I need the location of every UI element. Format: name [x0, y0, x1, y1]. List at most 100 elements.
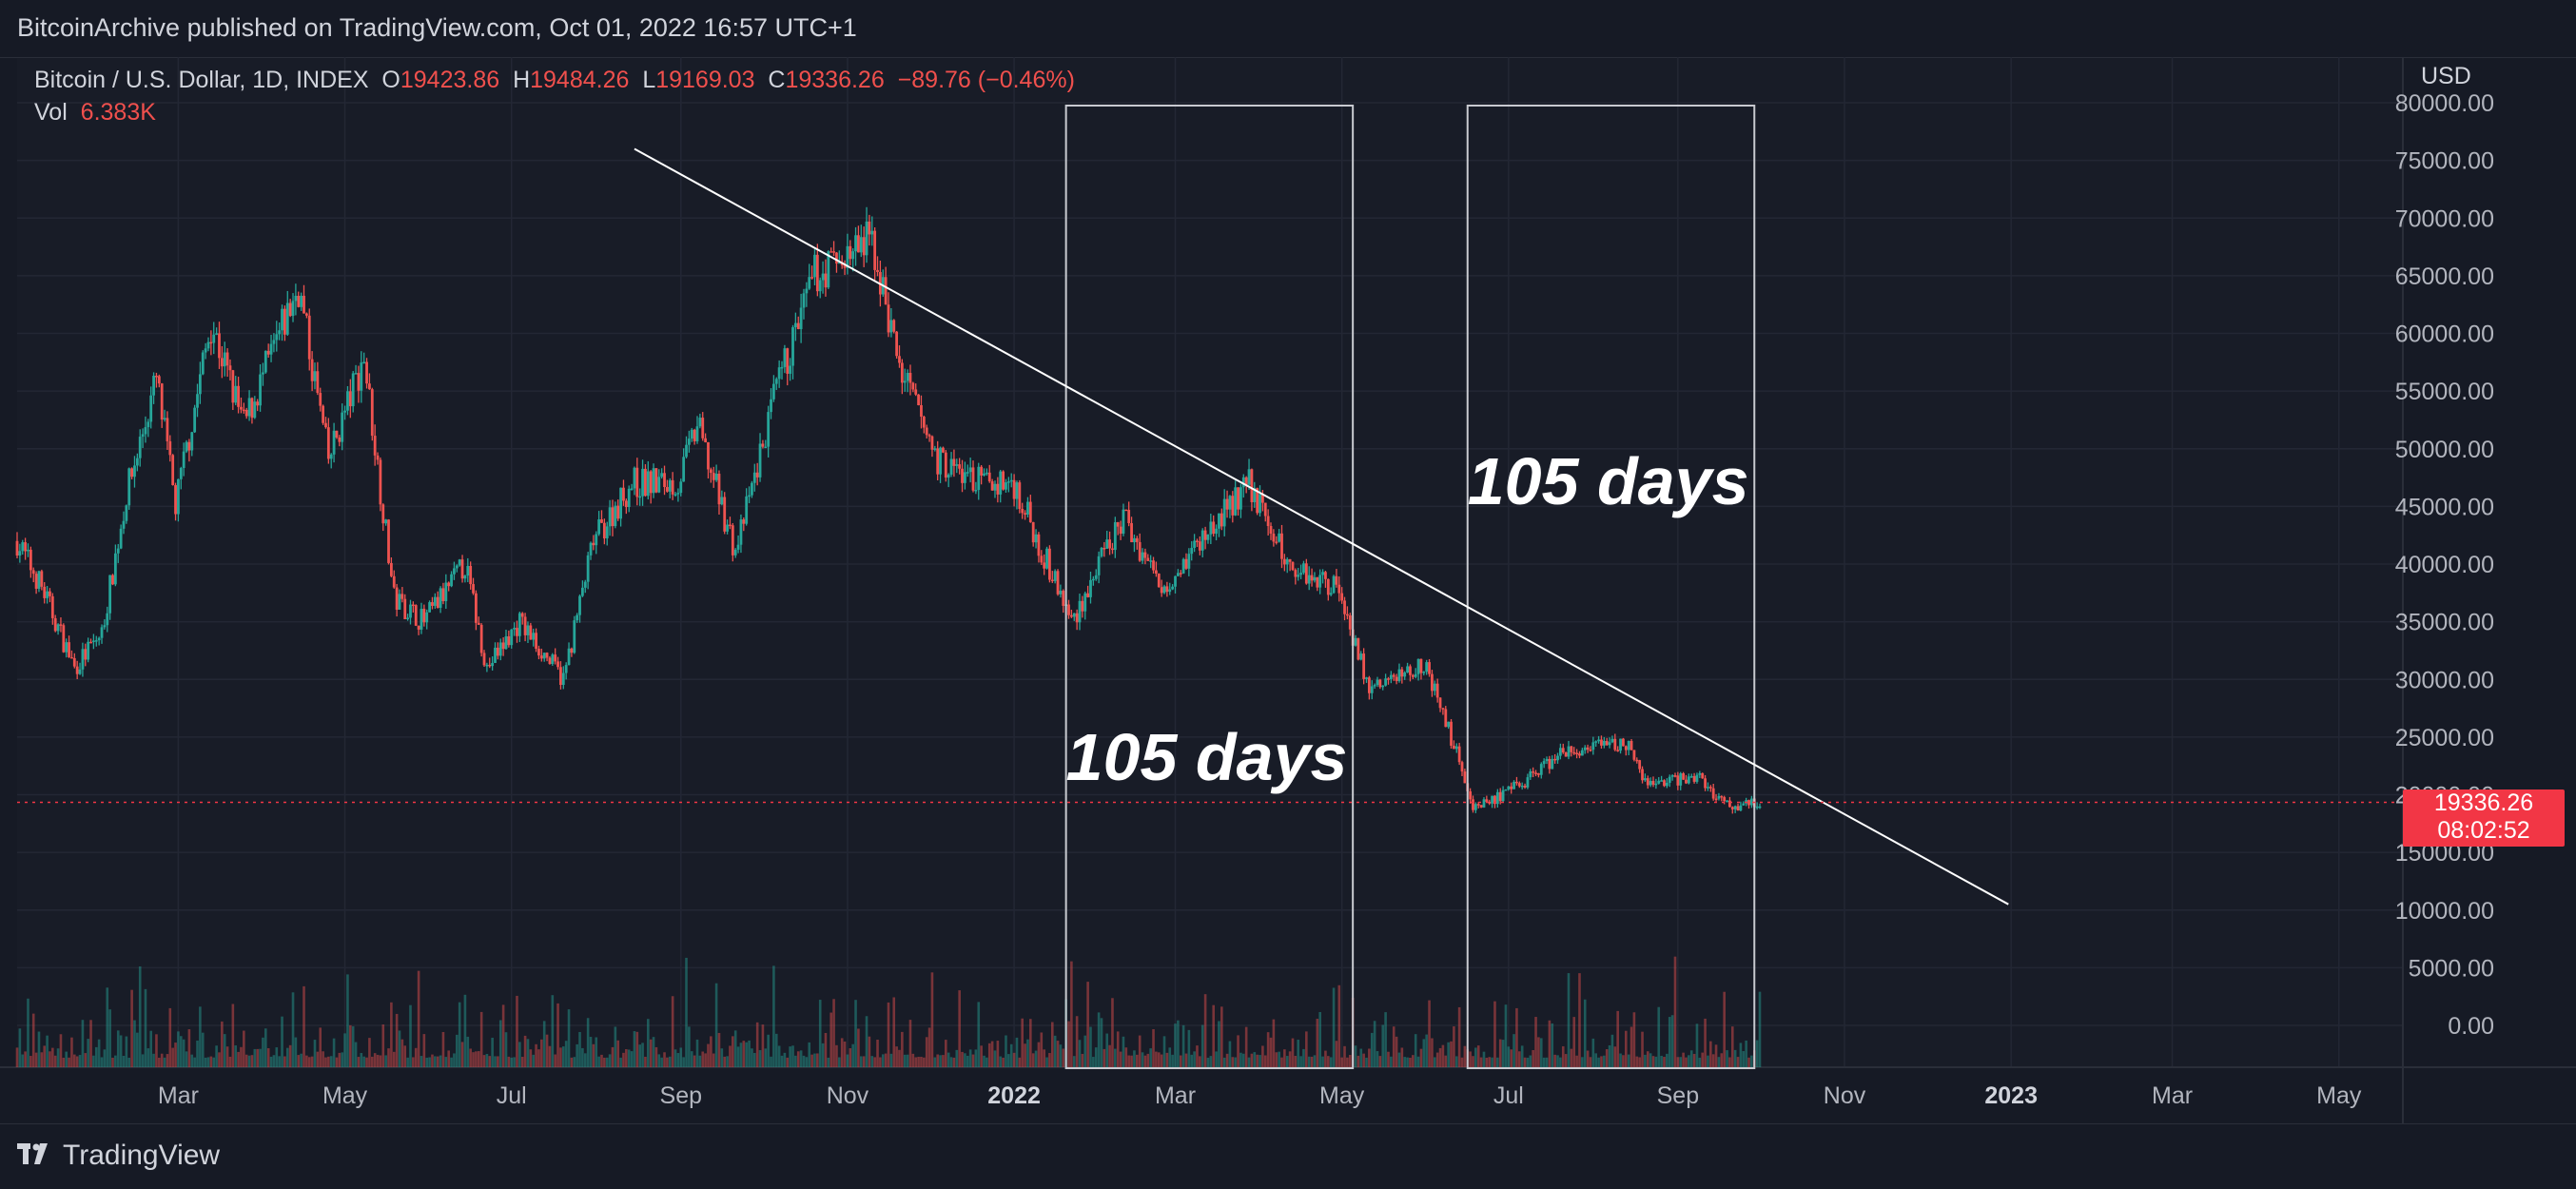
volume-bar: [29, 1056, 32, 1067]
volume-bar: [338, 1052, 342, 1067]
volume-bar: [1403, 1057, 1407, 1067]
volume-bar: [1133, 1050, 1136, 1067]
volume-bar: [1021, 1018, 1025, 1067]
candle-body: [155, 376, 158, 378]
candle-body: [837, 262, 841, 264]
time-axis[interactable]: [17, 1067, 2403, 1124]
range-box-1[interactable]: [1064, 105, 1355, 1069]
trend-line[interactable]: [634, 147, 2009, 906]
candle-body: [1689, 775, 1693, 778]
candle-body: [1241, 477, 1245, 488]
candle-body: [322, 405, 325, 423]
volume-bar: [570, 1057, 574, 1067]
volume-bar: [1638, 1057, 1641, 1067]
volume-bar: [1239, 1052, 1242, 1067]
chart-area[interactable]: [17, 57, 2403, 1067]
high-label: H: [513, 67, 531, 93]
x-tick-label: May: [1319, 1082, 1365, 1109]
candle-body: [485, 664, 489, 667]
candle-body: [532, 633, 536, 640]
volume-bar: [949, 1057, 953, 1067]
candle-body: [961, 468, 964, 483]
candle-body: [21, 542, 25, 552]
candle-body: [1438, 697, 1442, 709]
candle-body: [215, 333, 219, 335]
volume-bar: [436, 1056, 439, 1067]
volume-bar: [780, 1055, 784, 1067]
volume-bar: [693, 1055, 696, 1067]
candle-body: [294, 296, 298, 302]
candle-body: [135, 458, 139, 466]
candle-body: [1165, 586, 1169, 593]
volume-bar: [1409, 1057, 1412, 1067]
volume-bar: [1510, 1049, 1512, 1067]
volume-bar: [1384, 1012, 1387, 1067]
candle-body: [1113, 522, 1117, 551]
volume-bar: [529, 1049, 533, 1067]
candle-body: [130, 468, 134, 478]
tradingview-brand[interactable]: TradingView: [17, 1140, 220, 1172]
last-price-badge: 19336.26 08:02:52: [2403, 789, 2565, 847]
candle-body: [278, 330, 282, 335]
candle-body: [1747, 800, 1750, 806]
volume-bar: [1575, 1055, 1578, 1067]
volume-bar: [190, 1054, 194, 1067]
volume-bar: [619, 1057, 622, 1067]
candle-body: [1663, 780, 1666, 787]
volume-bar: [761, 1024, 765, 1067]
volume-bar: [1491, 1057, 1493, 1067]
candle-body: [1441, 708, 1445, 710]
volume-bar: [1018, 1057, 1022, 1067]
candle-body: [87, 641, 90, 660]
candle-body: [1326, 578, 1330, 595]
volume-bar: [1726, 1050, 1728, 1067]
candle-body: [466, 565, 470, 576]
volume-bar: [1220, 1006, 1223, 1067]
volume-bar: [1416, 1056, 1420, 1067]
candle-body: [687, 439, 691, 445]
candle-body: [1225, 498, 1229, 510]
candle-body: [65, 642, 68, 653]
candle-body: [1160, 587, 1163, 594]
candle-body: [1250, 469, 1254, 502]
candle-body: [854, 235, 857, 252]
volume-bar: [75, 1056, 79, 1067]
candle-body: [89, 641, 92, 644]
x-tick-label: 2022: [987, 1082, 1041, 1109]
volume-bar: [1414, 1034, 1417, 1067]
candle-body: [49, 591, 51, 596]
candle-body: [1324, 572, 1327, 579]
candle-body: [673, 494, 677, 497]
candle-body: [857, 235, 860, 253]
volume-bar: [288, 1044, 292, 1067]
price-axis[interactable]: [2403, 57, 2576, 1067]
volume-bar: [1668, 1017, 1671, 1067]
volume-bar: [772, 965, 775, 1067]
volume-bar: [1234, 1057, 1237, 1067]
volume-bar: [1676, 1057, 1680, 1067]
y-tick-label: 10000.00: [2395, 898, 2494, 925]
candle-body: [1302, 563, 1305, 574]
candle-body: [1433, 683, 1436, 692]
range-box-2[interactable]: [1466, 105, 1756, 1069]
candle-body: [488, 664, 492, 667]
candle-body: [529, 625, 533, 640]
volume-bar: [1302, 1048, 1305, 1067]
volume-bar: [1100, 1018, 1103, 1067]
volume-bar: [739, 1043, 743, 1067]
candle-body: [1359, 653, 1363, 660]
volume-bar: [987, 1043, 991, 1067]
candle-body: [952, 458, 956, 466]
volume-bar: [838, 1057, 841, 1067]
volume-bar: [1679, 1057, 1683, 1067]
volume-bar: [37, 1031, 41, 1067]
candle-body: [1454, 746, 1458, 750]
volume-bar: [786, 1057, 790, 1067]
candle-body: [884, 277, 888, 305]
volume-bar: [1476, 1045, 1480, 1067]
volume-bar: [1108, 1044, 1111, 1067]
volume-bar: [316, 1051, 320, 1067]
volume-bar: [73, 1054, 76, 1067]
candle-body: [693, 429, 696, 441]
